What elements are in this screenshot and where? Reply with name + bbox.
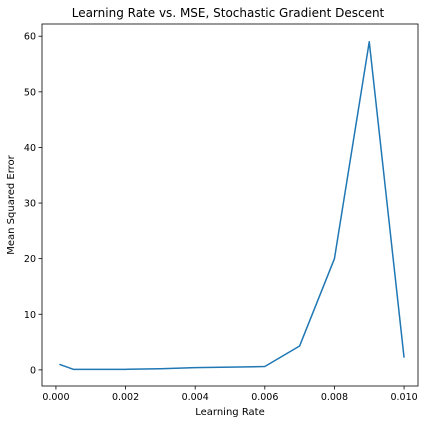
y-tick-label: 10 — [24, 310, 36, 321]
x-tick-label: 0.002 — [112, 392, 139, 403]
x-tick-label: 0.006 — [251, 392, 278, 403]
chart-title: Learning Rate vs. MSE, Stochastic Gradie… — [72, 6, 385, 20]
x-tick-label: 0.008 — [321, 392, 348, 403]
plot-frame — [41, 23, 419, 387]
series-line — [59, 41, 405, 371]
y-tick-label: 20 — [24, 254, 36, 265]
x-axis-label: Learning Rate — [195, 407, 265, 418]
y-tick-label: 50 — [24, 87, 36, 98]
y-tick-label: 40 — [24, 143, 36, 154]
x-tick-label: 0.010 — [390, 392, 417, 403]
x-tick-label: 0.004 — [182, 392, 209, 403]
y-tick-label: 30 — [24, 199, 36, 210]
plot-area: 0.000 0.002 0.004 0.006 0.008 0.010 0 10 20 30 40 5… — [24, 23, 419, 403]
x-tick-label: 0.000 — [42, 392, 69, 403]
y-axis-label: Mean Squared Error — [6, 154, 17, 254]
y-tick-label: 60 — [24, 32, 36, 43]
y-tick-label: 0 — [30, 365, 36, 376]
